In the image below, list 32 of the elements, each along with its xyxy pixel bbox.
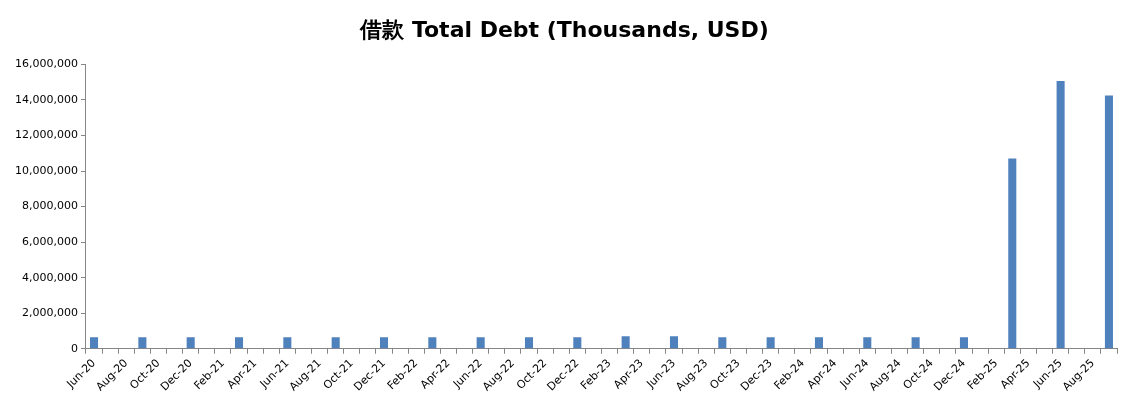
y-tick-label: 2,000,000 bbox=[22, 306, 78, 320]
y-tick-label: 12,000,000 bbox=[15, 128, 78, 142]
bar bbox=[959, 337, 968, 349]
bar bbox=[911, 337, 920, 349]
bar bbox=[283, 337, 292, 349]
bar bbox=[138, 337, 147, 349]
y-tick-label: 10,000,000 bbox=[15, 163, 78, 177]
bar bbox=[476, 337, 485, 349]
bar bbox=[90, 337, 99, 349]
bar bbox=[863, 337, 872, 349]
bar bbox=[428, 337, 437, 349]
bar bbox=[331, 337, 340, 349]
bar bbox=[814, 337, 823, 349]
bar bbox=[1056, 80, 1065, 349]
y-tick-label: 6,000,000 bbox=[22, 234, 78, 248]
chart-title: 借款 Total Debt (Thousands, USD) bbox=[359, 16, 769, 42]
y-tick-label: 0 bbox=[70, 341, 78, 355]
bar bbox=[379, 337, 389, 349]
y-tick-label: 4,000,000 bbox=[22, 270, 78, 284]
bar bbox=[1104, 95, 1113, 349]
y-tick-label: 14,000,000 bbox=[15, 92, 78, 106]
y-tick-label: 8,000,000 bbox=[22, 199, 78, 213]
bar bbox=[766, 337, 775, 349]
bar bbox=[186, 337, 195, 349]
bar bbox=[669, 336, 679, 349]
bar bbox=[621, 336, 630, 349]
y-tick-label: 16,000,000 bbox=[15, 57, 78, 71]
bar bbox=[1008, 158, 1017, 349]
bar bbox=[235, 337, 244, 349]
bar bbox=[524, 337, 534, 349]
bar bbox=[573, 337, 582, 349]
bar bbox=[718, 337, 727, 349]
